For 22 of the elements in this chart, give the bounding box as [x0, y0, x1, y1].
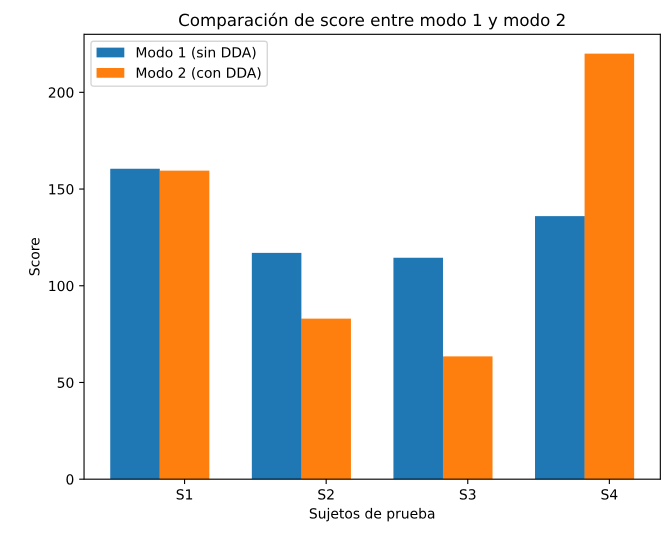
chart-title: Comparación de score entre modo 1 y modo 2	[179, 12, 565, 30]
y-tick-label: 200	[48, 87, 74, 98]
x-tick-label: S1	[176, 489, 192, 500]
y-axis-title: Score	[29, 238, 40, 276]
y-tick-label: 0	[66, 474, 74, 485]
y-tick-label: 50	[58, 377, 74, 388]
x-tick-label: S4	[601, 489, 618, 500]
y-tick-label: 150	[49, 184, 74, 195]
y-tick-label: 100	[49, 280, 74, 292]
legend-label: Modo 2 (con DDA)	[136, 67, 261, 80]
bar	[442, 356, 493, 480]
x-tick-label: S2	[318, 489, 334, 500]
legend-label: Modo 1 (sin DDA)	[136, 46, 256, 60]
x-axis-title: Sujetos de prueba	[310, 508, 434, 522]
bar	[393, 258, 443, 480]
bar	[252, 252, 302, 480]
x-tick-label: S3	[460, 489, 476, 500]
bar	[110, 168, 160, 480]
bar	[301, 318, 351, 480]
bar	[535, 216, 585, 480]
bar	[160, 170, 210, 480]
bar	[584, 54, 634, 480]
